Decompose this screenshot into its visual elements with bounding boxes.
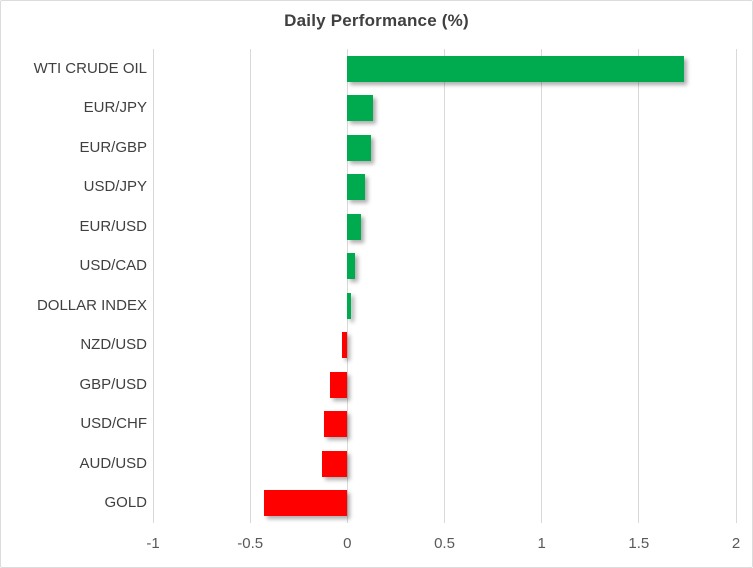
chart-bar	[347, 174, 365, 201]
x-tick-label: 1.5	[628, 535, 650, 552]
category-label: EUR/GBP	[79, 138, 147, 156]
chart-bar	[347, 292, 352, 319]
chart-bar	[324, 411, 348, 438]
category-label: NZD/USD	[80, 336, 147, 354]
x-tick-label: -0.5	[237, 535, 264, 552]
x-tick-label: 2	[731, 535, 741, 552]
gridline	[249, 49, 251, 523]
chart-bar	[347, 95, 373, 122]
category-label: WTI CRUDE OIL	[33, 59, 147, 77]
category-label: USD/CAD	[79, 257, 147, 275]
x-tick-label: 0.5	[434, 535, 455, 552]
x-tick-label: -1	[146, 535, 160, 552]
category-label: EUR/JPY	[83, 99, 147, 117]
gridline	[638, 49, 640, 523]
chart-bar	[347, 213, 361, 240]
gridline	[735, 49, 737, 523]
chart-bar	[263, 490, 348, 517]
category-label: GOLD	[104, 494, 147, 512]
category-label: AUD/USD	[79, 454, 147, 472]
category-label: DOLLAR INDEX	[36, 296, 147, 314]
gridline	[346, 49, 348, 523]
chart-bar	[347, 253, 356, 280]
chart-bar	[322, 450, 348, 477]
gridline	[152, 49, 154, 523]
category-label: USD/CHF	[80, 415, 147, 433]
category-axis: WTI CRUDE OIL EUR/JPY EUR/GBP USD/JPY EUR/US…	[1, 49, 147, 523]
category-label: EUR/USD	[79, 217, 147, 235]
chart-title: Daily Performance (%)	[284, 11, 469, 30]
chart-bar	[347, 134, 371, 161]
chart-bar	[347, 55, 684, 82]
x-axis: -1 -0.5 0 0.5 1 1.5 2	[146, 523, 740, 563]
gridline	[541, 49, 543, 523]
plot-area	[152, 49, 737, 523]
chart-bar	[329, 371, 348, 398]
category-label: GBP/USD	[79, 375, 147, 393]
category-label: USD/JPY	[83, 178, 147, 196]
x-tick-label: 0	[343, 535, 352, 552]
gridline	[444, 49, 445, 523]
chart-bar	[341, 332, 348, 359]
x-tick-label: 1	[537, 535, 546, 552]
